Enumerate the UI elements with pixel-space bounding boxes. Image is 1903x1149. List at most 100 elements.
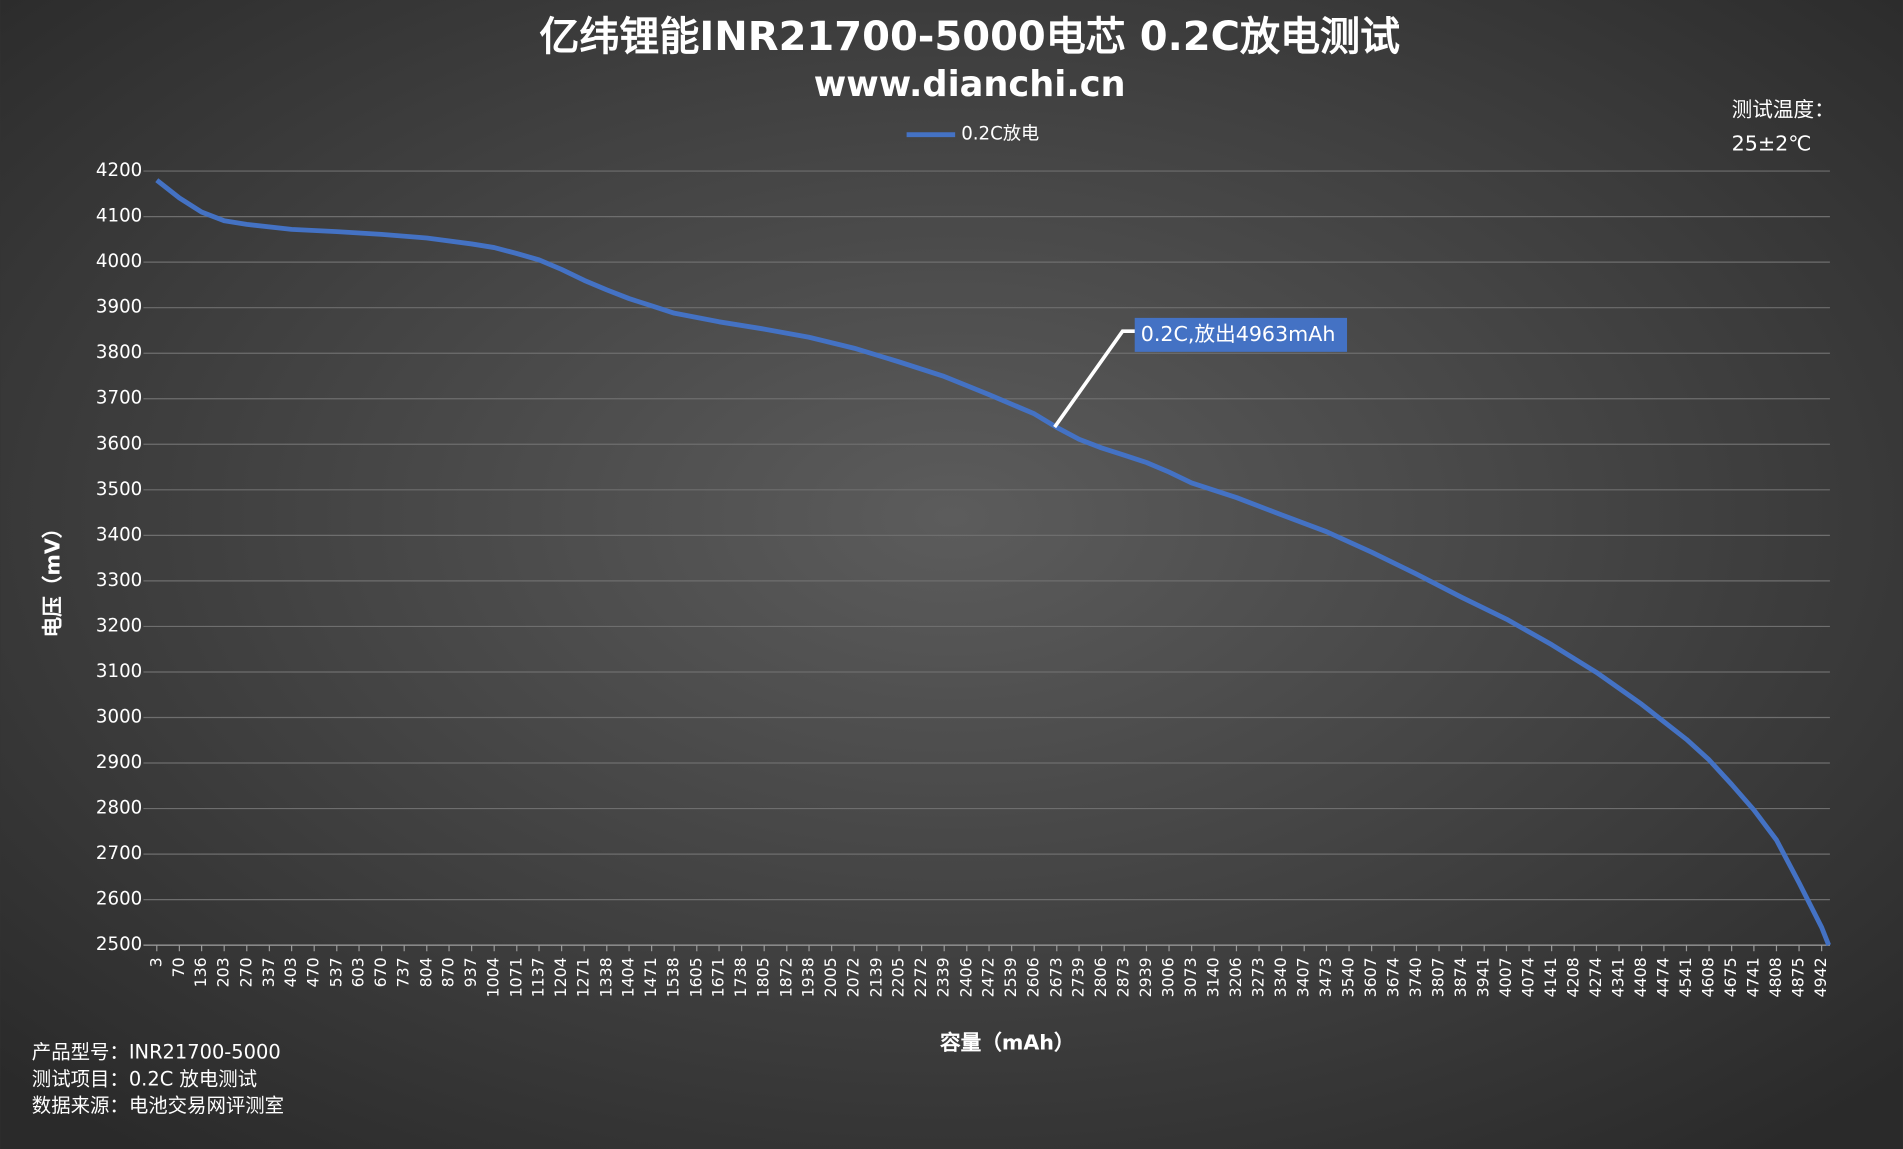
x-tick-label: 70 — [169, 957, 188, 977]
x-tick-label: 1004 — [484, 957, 503, 997]
x-tick-label: 2139 — [866, 957, 885, 997]
x-tick-label: 270 — [236, 957, 255, 987]
y-tick-label: 3300 — [96, 570, 142, 591]
x-tick-label: 870 — [439, 957, 458, 987]
chart-subtitle: www.dianchi.cn — [814, 64, 1126, 105]
x-tick-label: 470 — [304, 957, 323, 987]
x-tick-label: 2205 — [889, 957, 908, 997]
x-tick-label: 4408 — [1631, 957, 1650, 997]
x-tick-label: 2005 — [821, 957, 840, 997]
y-tick-label: 4100 — [96, 206, 142, 227]
legend-label: 0.2C放电 — [961, 124, 1039, 145]
y-tick-label: 3700 — [96, 388, 142, 409]
x-tick-label: 4007 — [1496, 957, 1515, 997]
x-tick-label: 4274 — [1586, 957, 1605, 997]
x-tick-label: 937 — [461, 957, 480, 987]
x-tick-label: 3473 — [1316, 957, 1335, 997]
y-tick-label: 3400 — [96, 524, 142, 545]
x-tick-label: 3273 — [1249, 957, 1268, 997]
x-tick-label: 3 — [146, 957, 165, 967]
x-tick-label: 4141 — [1541, 957, 1560, 997]
x-tick-label: 1071 — [506, 957, 525, 997]
y-tick-label: 3000 — [96, 706, 142, 727]
annotation-box — [1134, 317, 1348, 352]
x-tick-label: 1538 — [664, 957, 683, 997]
x-tick-label: 136 — [191, 957, 210, 987]
x-tick-label: 4675 — [1721, 957, 1740, 997]
note: 测试温度： — [1732, 97, 1835, 121]
x-tick-label: 4808 — [1766, 957, 1785, 997]
footer: 产品型号：INR21700-5000 — [32, 1041, 281, 1064]
x-axis-label: 容量（mAh） — [940, 1030, 1075, 1054]
x-tick-label: 3006 — [1159, 957, 1178, 997]
y-tick-label: 2900 — [96, 752, 142, 773]
y-tick-label: 3100 — [96, 661, 142, 682]
x-tick-label: 1204 — [551, 957, 570, 997]
x-tick-label: 3874 — [1451, 957, 1470, 997]
x-tick-label: 670 — [371, 957, 390, 987]
x-tick-label: 2272 — [911, 957, 930, 997]
x-tick-label: 3140 — [1204, 957, 1223, 997]
x-tick-label: 1137 — [529, 957, 548, 997]
x-tick-label: 2339 — [934, 957, 953, 997]
footer: 数据来源：电池交易网评测室 — [32, 1094, 284, 1117]
x-tick-label: 2739 — [1069, 957, 1088, 997]
x-tick-label: 3941 — [1474, 957, 1493, 997]
y-axis-label: 电压（mV） — [41, 518, 65, 638]
y-tick-label: 4000 — [96, 251, 142, 272]
x-tick-label: 4074 — [1519, 957, 1538, 997]
x-tick-label: 3206 — [1226, 957, 1245, 997]
x-tick-label: 2406 — [956, 957, 975, 997]
x-tick-label: 4541 — [1676, 957, 1695, 997]
x-tick-label: 2806 — [1091, 957, 1110, 997]
x-tick-label: 1938 — [799, 957, 818, 997]
x-tick-label: 2539 — [1001, 957, 1020, 997]
x-tick-label: 1671 — [709, 957, 728, 997]
y-tick-label: 2800 — [96, 798, 142, 819]
footer: 测试项目：0.2C 放电测试 — [32, 1067, 257, 1090]
y-tick-label: 2600 — [96, 889, 142, 910]
x-tick-label: 1338 — [596, 957, 615, 997]
note: 25±2℃ — [1732, 131, 1812, 155]
annotation-leader — [1053, 329, 1136, 429]
y-tick-label: 3800 — [96, 342, 142, 363]
x-tick-label: 804 — [416, 957, 435, 987]
y-tick-label: 3900 — [96, 297, 142, 318]
x-tick-label: 2606 — [1024, 957, 1043, 997]
y-tick-label: 2700 — [96, 843, 142, 864]
x-tick-label: 1605 — [686, 957, 705, 997]
x-tick-label: 2939 — [1136, 957, 1155, 997]
x-tick-label: 2673 — [1046, 957, 1065, 997]
line-series — [155, 178, 1831, 947]
y-tick-label: 3500 — [96, 479, 142, 500]
x-tick-label: 1738 — [731, 957, 750, 997]
x-tick-label: 3340 — [1271, 957, 1290, 997]
x-tick-label: 537 — [326, 957, 345, 987]
y-tick-label: 3200 — [96, 615, 142, 636]
plot-area: 2500260027002800290030003100320033003400… — [96, 160, 1831, 997]
x-tick-label: 4341 — [1609, 957, 1628, 997]
x-tick-label: 3607 — [1361, 957, 1380, 997]
x-tick-label: 3674 — [1384, 957, 1403, 997]
x-tick-label: 3807 — [1429, 957, 1448, 997]
x-tick-label: 3407 — [1294, 957, 1313, 997]
x-tick-label: 1404 — [619, 957, 638, 997]
y-tick-label: 2500 — [96, 934, 142, 955]
y-tick-label: 4200 — [96, 160, 142, 181]
x-tick-label: 1471 — [641, 957, 660, 997]
x-tick-label: 337 — [259, 957, 278, 987]
x-tick-label: 3073 — [1181, 957, 1200, 997]
x-tick-label: 3740 — [1406, 957, 1425, 997]
x-tick-label: 4474 — [1653, 957, 1672, 997]
x-tick-label: 4208 — [1564, 957, 1583, 997]
x-tick-label: 3540 — [1339, 957, 1358, 997]
x-tick-label: 737 — [394, 957, 413, 987]
x-tick-label: 1872 — [776, 957, 795, 997]
x-tick-label: 2072 — [844, 957, 863, 997]
x-tick-label: 603 — [349, 957, 368, 987]
y-tick-label: 3600 — [96, 433, 142, 454]
x-tick-label: 4608 — [1699, 957, 1718, 997]
